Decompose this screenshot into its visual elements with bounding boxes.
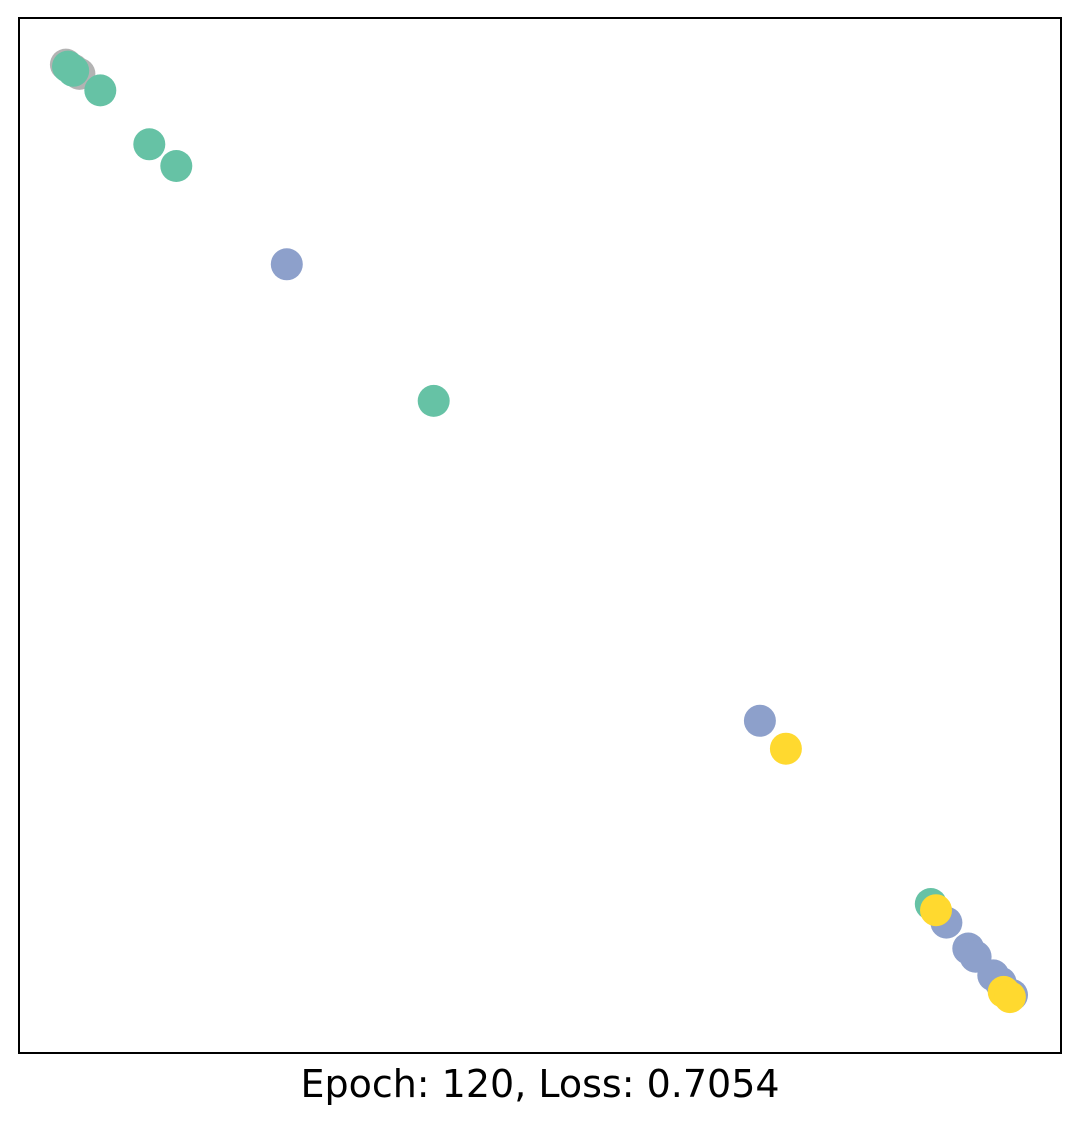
scatter-point-green: [160, 150, 193, 182]
scatter-point-green: [84, 74, 117, 107]
scatter-point-yellow: [769, 732, 802, 765]
scatter-point-green: [133, 128, 166, 161]
scatter-point-green: [57, 54, 90, 87]
points-layer: [49, 48, 1028, 1014]
plot-frame: [18, 17, 1062, 1054]
scatter-point-blue: [743, 704, 776, 737]
scatter-point-green: [417, 384, 450, 417]
scatter-point-yellow: [993, 981, 1026, 1014]
x-axis-label: Epoch: 120, Loss: 0.7054: [300, 1062, 779, 1106]
scatter-point-blue: [270, 248, 303, 281]
scatter-point-yellow: [920, 894, 952, 927]
